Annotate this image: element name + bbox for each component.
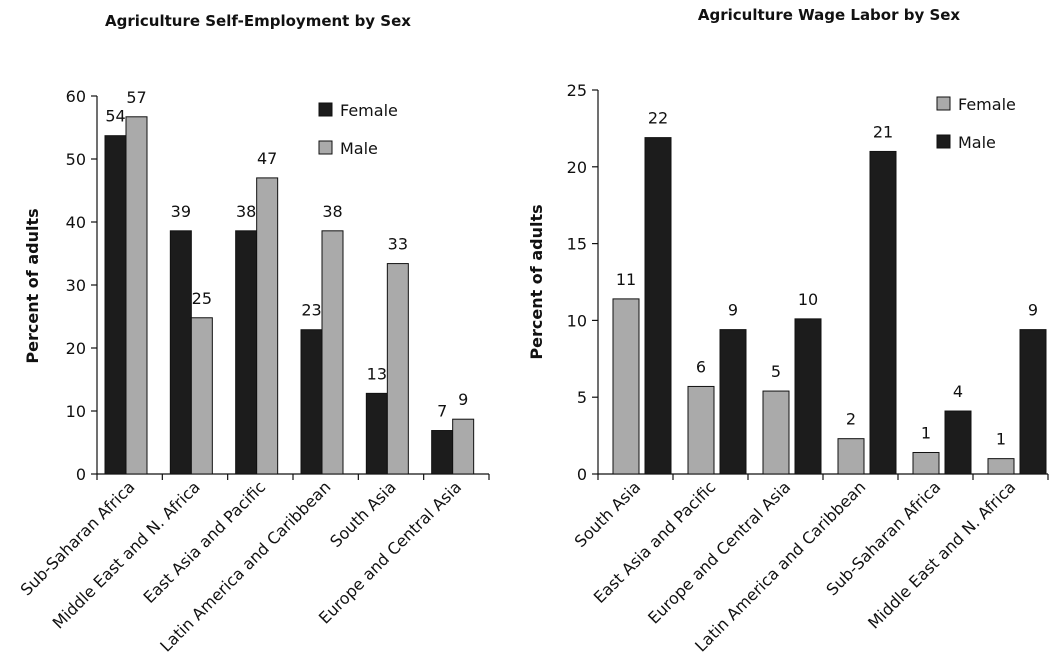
legend-label: Male — [958, 133, 996, 152]
y-tick-label: 20 — [567, 158, 587, 177]
data-label: 9 — [728, 301, 738, 320]
data-label: 23 — [301, 301, 321, 320]
x-category-label: South Asia — [571, 477, 645, 551]
bar-male — [256, 177, 279, 475]
bar-male — [869, 150, 897, 475]
bar-female — [837, 438, 865, 475]
bar-female — [612, 298, 640, 475]
bar-male — [386, 263, 409, 475]
bar-male — [190, 317, 213, 475]
bar-male — [1019, 329, 1047, 475]
bar-male — [794, 318, 822, 475]
data-label: 38 — [236, 202, 256, 221]
chart-title: Agriculture Self-Employment by Sex — [105, 12, 411, 30]
legend-label: Male — [340, 139, 378, 158]
bar-male — [321, 230, 344, 475]
bar-female — [431, 430, 454, 475]
bar-female — [104, 135, 127, 475]
data-label: 9 — [1028, 301, 1038, 320]
bar-male — [644, 137, 672, 475]
data-label: 10 — [798, 290, 818, 309]
bar-female — [912, 451, 940, 475]
x-category-label: Sub-Saharan Africa — [17, 477, 139, 599]
y-tick-label: 50 — [66, 150, 86, 169]
x-category-label: East Asia and Pacific — [140, 477, 270, 607]
bar-female — [300, 329, 323, 475]
data-label: 1 — [996, 430, 1006, 449]
data-label: 13 — [367, 364, 387, 383]
bar-female — [169, 230, 192, 475]
data-label: 54 — [105, 107, 125, 126]
y-tick-label: 5 — [577, 388, 587, 407]
x-category-label: Middle East and N. Africa — [864, 477, 1019, 632]
x-category-label: East Asia and Pacific — [590, 477, 720, 607]
chart-wage-labor: Agriculture Wage Labor by Sex Percent of… — [527, 6, 1049, 656]
y-tick-label: 0 — [577, 465, 587, 484]
y-axis-label: Percent of adults — [527, 204, 546, 359]
y-tick-label: 60 — [66, 87, 86, 106]
data-label: 2 — [846, 410, 856, 429]
data-label: 22 — [648, 109, 668, 128]
bar-female — [365, 392, 388, 475]
bar-male — [944, 410, 972, 475]
legend-swatch — [318, 102, 333, 117]
data-label: 4 — [953, 382, 963, 401]
chart-self-employment: Agriculture Self-Employment by Sex Perce… — [17, 12, 490, 656]
data-label: 25 — [192, 289, 212, 308]
y-tick-label: 10 — [66, 402, 86, 421]
x-category-label: Europe and Central Asia — [644, 477, 794, 627]
data-label: 47 — [257, 149, 277, 168]
bar-female — [235, 230, 258, 475]
y-tick-label: 30 — [66, 276, 86, 295]
y-tick-label: 15 — [567, 235, 587, 254]
chart-title: Agriculture Wage Labor by Sex — [698, 6, 961, 24]
legend-label: Female — [958, 95, 1016, 114]
data-label: 21 — [873, 122, 893, 141]
y-tick-label: 0 — [76, 465, 86, 484]
data-label: 38 — [322, 202, 342, 221]
y-tick-label: 10 — [567, 311, 587, 330]
data-label: 5 — [771, 362, 781, 381]
legend-label: Female — [340, 101, 398, 120]
bar-male — [452, 418, 475, 475]
data-label: 39 — [171, 202, 191, 221]
data-label: 1 — [921, 423, 931, 442]
bar-male — [719, 329, 747, 475]
y-tick-label: 20 — [66, 339, 86, 358]
y-tick-label: 40 — [66, 213, 86, 232]
bar-male — [125, 116, 148, 475]
y-tick-label: 25 — [567, 81, 587, 100]
data-label: 57 — [126, 88, 146, 107]
legend-swatch — [936, 96, 951, 111]
data-label: 9 — [458, 390, 468, 409]
data-label: 33 — [388, 235, 408, 254]
y-axis-label: Percent of adults — [23, 208, 42, 363]
data-label: 6 — [696, 357, 706, 376]
data-label: 11 — [616, 270, 636, 289]
bar-female — [762, 390, 790, 475]
bar-female — [687, 385, 715, 475]
legend-swatch — [936, 134, 951, 149]
bar-female — [987, 458, 1015, 475]
data-label: 7 — [437, 402, 447, 421]
legend-swatch — [318, 140, 333, 155]
